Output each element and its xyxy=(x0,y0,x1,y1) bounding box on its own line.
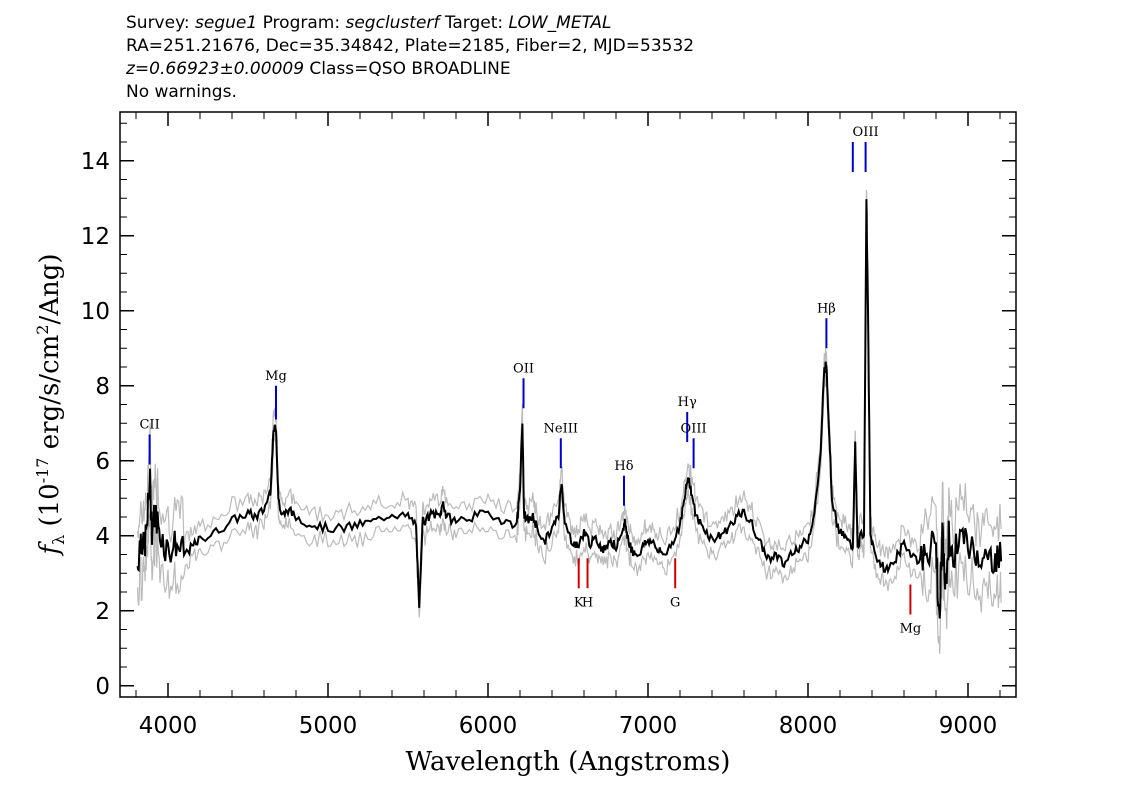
y-tick-label-3: 6 xyxy=(95,449,110,475)
target-label: Target: xyxy=(444,13,504,33)
y-tick-label-7: 14 xyxy=(81,149,110,175)
y-tick-label-0: 0 xyxy=(95,674,110,700)
header-line-3: z=0.66923±0.00009 Class=QSO BROADLINE xyxy=(126,58,694,81)
line-label-13: Mg xyxy=(900,622,922,637)
flux-series-line xyxy=(136,199,1003,619)
x-tick-label-0: 4000 xyxy=(139,713,198,739)
warnings-line: No warnings. xyxy=(126,82,237,102)
line-label-11: H xyxy=(582,595,593,610)
line-label-6: OIII xyxy=(681,421,707,436)
header-line-1: Survey: segue1 Program: segclusterf Targ… xyxy=(126,12,694,35)
line-label-1: Mg xyxy=(265,369,287,384)
spectrum-header: Survey: segue1 Program: segclusterf Targ… xyxy=(126,12,694,104)
x-axis-title: Wavelength (Angstroms) xyxy=(406,747,731,777)
x-tick-label-3: 7000 xyxy=(619,713,678,739)
y-tick-label-1: 2 xyxy=(95,599,110,625)
x-tick-label-2: 6000 xyxy=(459,713,518,739)
y-tick-label-6: 12 xyxy=(81,224,110,250)
target-value: LOW_METAL xyxy=(508,13,612,33)
x-tick-label-5: 9000 xyxy=(939,713,998,739)
survey-value: segue1 xyxy=(195,13,258,33)
y-axis-title: fλ (10-17 erg/s/cm2/Ang) xyxy=(33,253,68,556)
line-label-10: K xyxy=(574,595,584,610)
y-tick-label-5: 10 xyxy=(81,299,110,325)
redshift-value: z=0.66923±0.00009 xyxy=(126,59,305,79)
line-label-3: NeIII xyxy=(544,421,578,436)
line-label-9: OIII xyxy=(853,125,879,140)
survey-label: Survey: xyxy=(126,13,190,33)
line-label-7: Hβ xyxy=(817,301,836,316)
axis-ticks: 4000 5000 6000 7000 8000 9000 0 2 4 6 8 10 12 14 xyxy=(81,112,1016,739)
line-label-0: CII xyxy=(139,418,159,433)
x-tick-label-4: 8000 xyxy=(779,713,838,739)
line-label-5: Hγ xyxy=(678,395,697,410)
program-label: Program: xyxy=(262,13,341,33)
header-line-2: RA=251.21676, Dec=35.34842, Plate=2185, … xyxy=(126,36,695,56)
plot-frame xyxy=(119,111,1017,698)
y-tick-label-4: 8 xyxy=(95,374,110,400)
class-value: Class=QSO BROADLINE xyxy=(309,59,511,79)
flux-layer xyxy=(136,199,1003,619)
program-value: segclusterf xyxy=(345,13,440,33)
y-tick-label-2: 4 xyxy=(95,524,110,550)
spectral-line-markers: CII Mg OII NeIII Hδ Hγ OIII Hβ OIII KH G Mg xyxy=(139,125,921,637)
x-tick-label-1: 5000 xyxy=(299,713,358,739)
line-label-2: OII xyxy=(513,361,534,376)
line-label-12: G xyxy=(670,595,680,610)
line-label-4: Hδ xyxy=(614,459,633,474)
